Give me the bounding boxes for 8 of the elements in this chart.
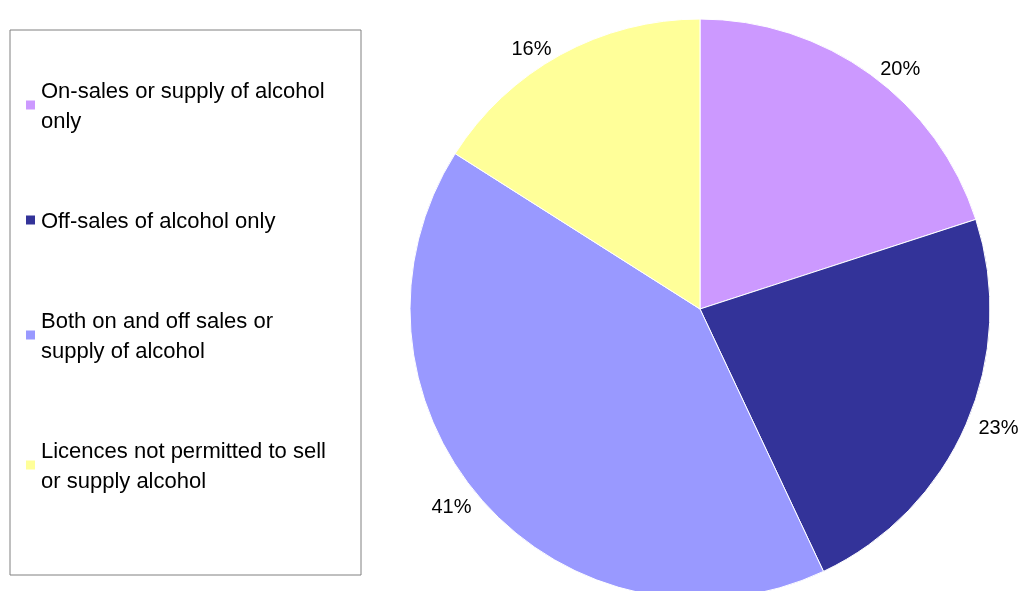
legend-label: On-sales or supply of alcohol only	[41, 77, 331, 133]
legend-label: Licences not permitted to sell or supply alcohol	[41, 437, 333, 493]
data-label: 41%	[431, 495, 472, 518]
legend-label: Both on and off sales or supply of alcohol	[41, 307, 280, 363]
data-label: 20%	[880, 56, 921, 79]
legend-label: Off-sales of alcohol only	[41, 207, 276, 233]
data-label: 16%	[511, 36, 552, 59]
data-label: 23%	[978, 416, 1019, 439]
